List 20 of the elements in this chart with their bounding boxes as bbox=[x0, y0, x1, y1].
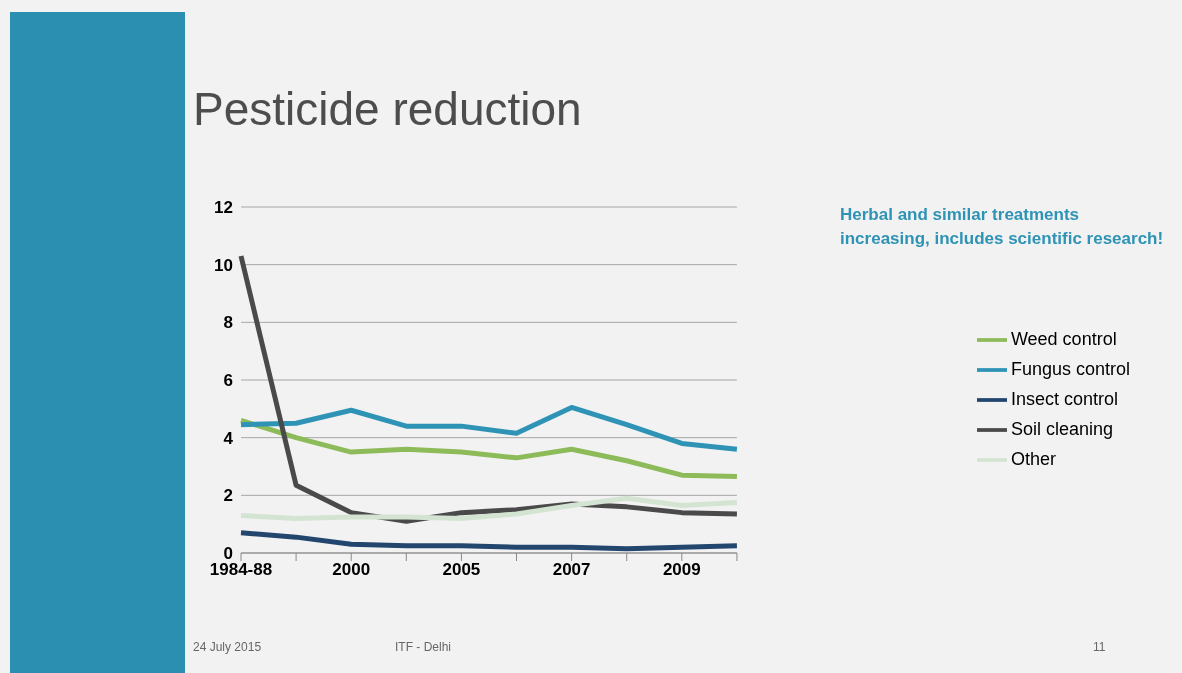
y-tick-label: 12 bbox=[214, 198, 233, 218]
legend-label: Insect control bbox=[1010, 388, 1118, 409]
text: 24 July 2015 bbox=[193, 640, 262, 654]
x-tick-label: 2005 bbox=[442, 560, 481, 580]
legend-label: Weed control bbox=[1010, 328, 1117, 349]
chart-title: Pesticide reduction bbox=[193, 82, 582, 136]
y-tick-label: 4 bbox=[223, 428, 234, 448]
text: Herbal and similar treatments increasing, includes scientific research! bbox=[840, 204, 1165, 250]
x-tick-label: 2000 bbox=[332, 560, 371, 580]
text: 11 bbox=[1093, 640, 1106, 654]
y-tick-label: 2 bbox=[223, 486, 233, 506]
legend-label: Other bbox=[1010, 448, 1056, 469]
y-tick-label: 8 bbox=[223, 313, 233, 333]
legend-label: Fungus control bbox=[1010, 358, 1130, 379]
x-tick-label: 2007 bbox=[552, 560, 591, 580]
y-tick-label: 6 bbox=[223, 371, 233, 391]
y-tick-label: 10 bbox=[214, 255, 233, 275]
legend-label: Soil cleaning bbox=[1010, 418, 1113, 439]
text: ITF - Delhi bbox=[395, 640, 452, 654]
x-tick-label: 2009 bbox=[662, 560, 701, 580]
